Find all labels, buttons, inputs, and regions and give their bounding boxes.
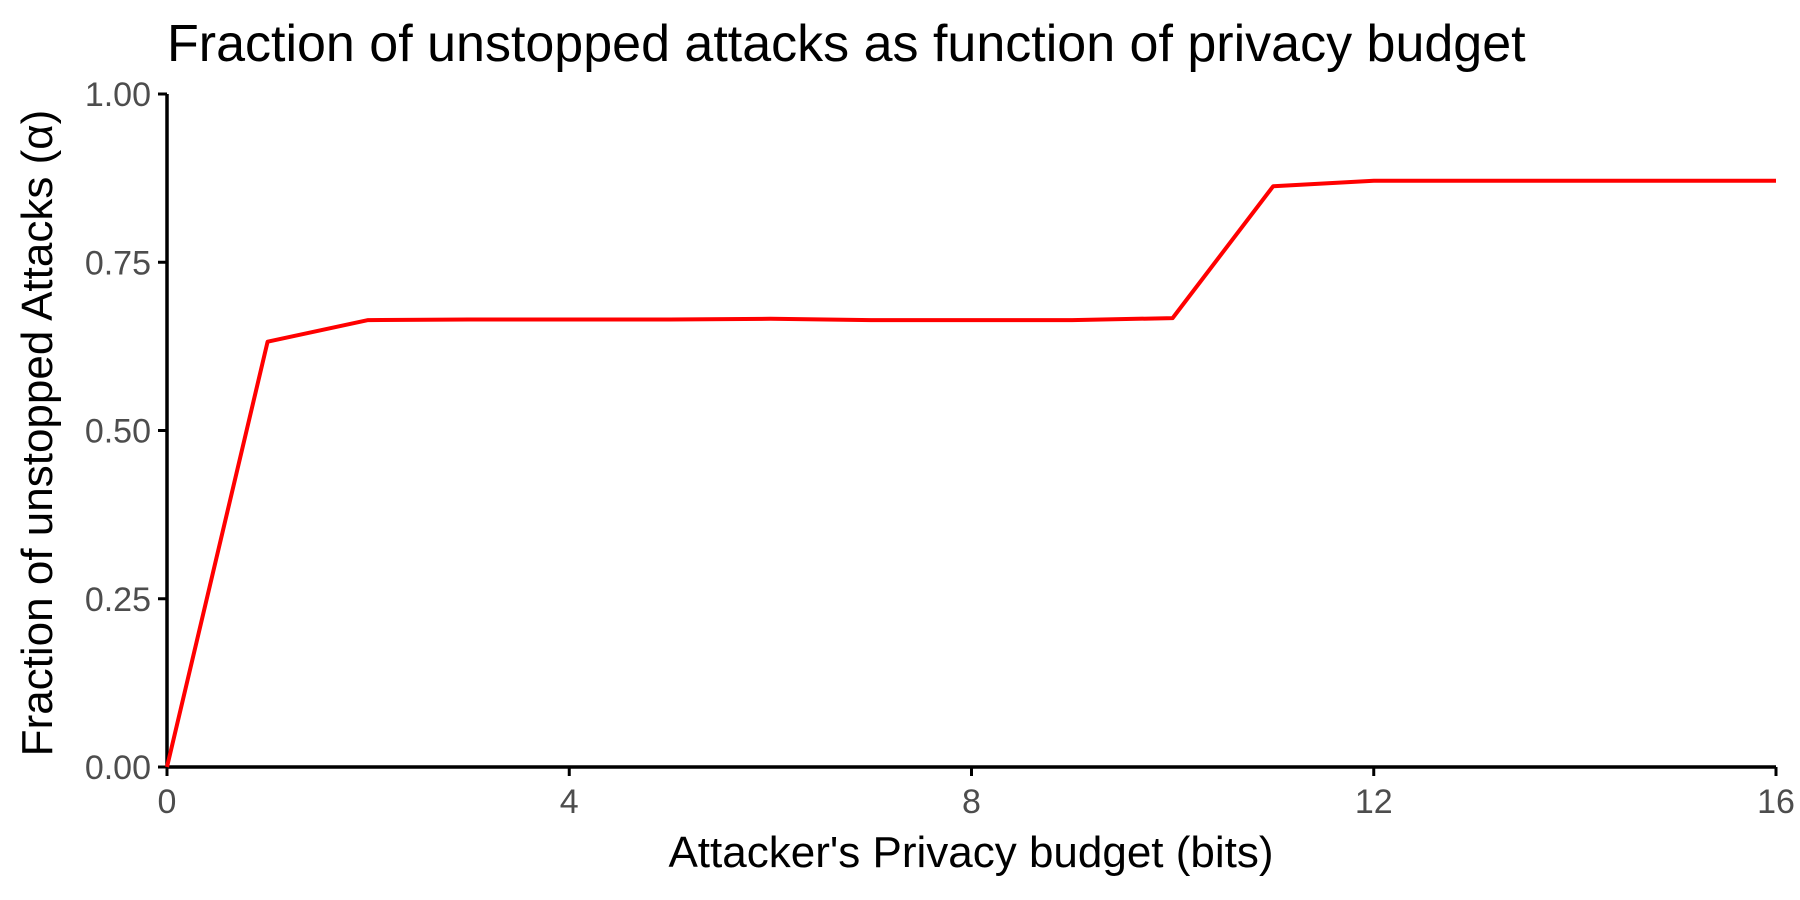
chart-title: Fraction of unstopped attacks as functio… [167, 15, 1526, 73]
plot-area [165, 178, 1776, 768]
y-tick-label: 1.00 [85, 76, 151, 114]
y-axis-title: Fraction of unstopped Attacks (α) [13, 110, 62, 757]
y-tick-label: 0.00 [85, 749, 151, 787]
x-tick-label: 8 [962, 783, 981, 821]
y-tick-label: 0.75 [85, 244, 151, 282]
axes: 0.00 0.25 0.50 0.75 1.00 0 4 8 12 16 [85, 76, 1795, 821]
x-tick-label: 12 [1355, 783, 1393, 821]
y-tick-label: 0.25 [85, 581, 151, 619]
series-line [165, 178, 1776, 768]
x-tick-label: 0 [158, 783, 177, 821]
x-tick-label: 4 [560, 783, 579, 821]
x-axis-title: Attacker's Privacy budget (bits) [668, 828, 1273, 877]
x-tick-label: 16 [1757, 783, 1795, 821]
y-tick-label: 0.50 [85, 413, 151, 451]
